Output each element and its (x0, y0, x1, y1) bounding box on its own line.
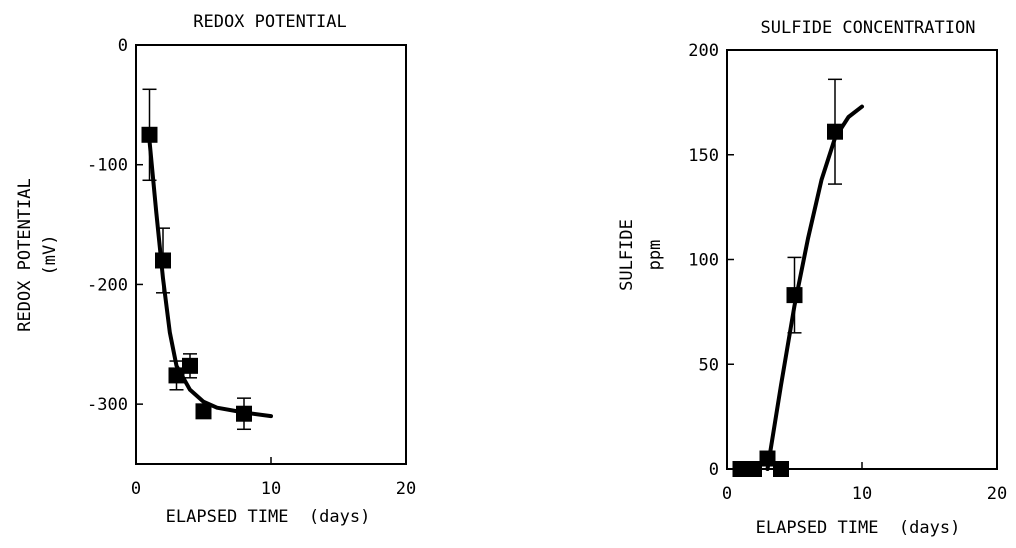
sulfide-data-point (773, 461, 789, 477)
sulfide-y-axis-label: SULFIDE (617, 219, 637, 291)
redox-chart: REDOX POTENTIAL ELAPSED TIME (days) REDO… (15, 12, 416, 527)
redox-ticks: 0 10 20 0 -100 -200 -300 (87, 36, 416, 499)
redox-y-axis-label: REDOX POTENTIAL (15, 178, 35, 332)
redox-data-point (141, 126, 158, 143)
sulfide-data-point (759, 450, 776, 467)
redox-plot-frame (135, 44, 407, 465)
sulfide-y-tick-label: 150 (688, 146, 719, 166)
sulfide-marks (732, 78, 864, 477)
redox-x-tick-label: 0 (131, 479, 141, 499)
sulfide-y-tick-label: 200 (688, 41, 719, 61)
sulfide-data-point (732, 461, 749, 477)
sulfide-x-tick-label: 10 (852, 484, 872, 504)
sulfide-chart: SULFIDE CONCENTRATION ELAPSED TIME (days… (617, 18, 1007, 538)
sulfide-chart-title: SULFIDE CONCENTRATION (761, 18, 976, 38)
sulfide-data-point (786, 287, 803, 304)
redox-fit-curve (147, 138, 273, 419)
redox-data-point (195, 403, 212, 420)
sulfide-plot-frame (726, 49, 998, 470)
sulfide-y-axis-unit: ppm (645, 240, 665, 271)
redox-x-axis-label: ELAPSED TIME (days) (166, 507, 371, 527)
sulfide-y-tick-label: 0 (709, 460, 719, 480)
sulfide-data-point (827, 123, 843, 140)
redox-x-tick-label: 20 (396, 479, 416, 499)
redox-chart-title: REDOX POTENTIAL (193, 12, 347, 32)
sulfide-x-tick-label: 0 (722, 484, 732, 504)
sulfide-fit-curve (765, 104, 864, 471)
sulfide-y-tick-label: 50 (699, 355, 719, 375)
redox-y-tick-label: -100 (87, 156, 128, 176)
redox-data-point (168, 367, 185, 384)
redox-x-tick-label: 10 (261, 479, 281, 499)
redox-data-point (182, 357, 198, 374)
sulfide-y-tick-label: 100 (688, 251, 719, 271)
redox-y-axis-unit: (mV) (40, 235, 60, 276)
redox-y-tick-label: 0 (118, 36, 128, 56)
redox-marks (141, 88, 273, 431)
redox-y-tick-label: -200 (87, 275, 128, 295)
sulfide-data-point (746, 461, 762, 477)
redox-data-point (236, 405, 252, 422)
sulfide-x-axis-label: ELAPSED TIME (days) (756, 518, 961, 538)
redox-y-tick-label: -300 (87, 395, 128, 415)
redox-data-point (155, 252, 171, 269)
sulfide-x-tick-label: 20 (987, 484, 1007, 504)
